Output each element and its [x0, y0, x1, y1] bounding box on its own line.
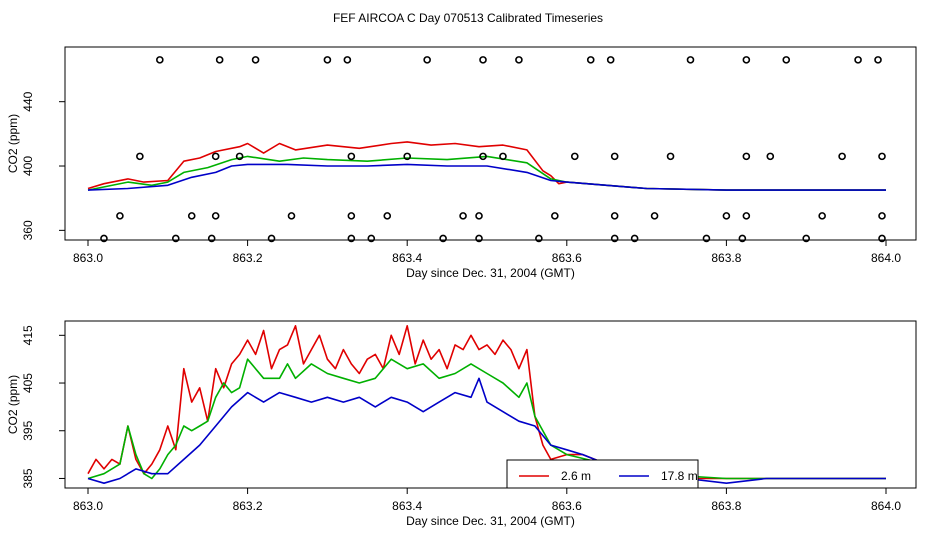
- calibration-point: [235, 152, 244, 161]
- calibration-point: [347, 234, 356, 243]
- x-axis-label: Day since Dec. 31, 2004 (GMT): [406, 266, 575, 280]
- y-tick-label: 405: [21, 373, 35, 393]
- calibration-point: [854, 56, 862, 64]
- calibration-point: [287, 212, 296, 220]
- calibration-point: [722, 212, 731, 220]
- calibration-point: [347, 152, 356, 161]
- y-tick-label: 385: [21, 468, 35, 488]
- calibration-point: [211, 212, 220, 220]
- calibration-point: [606, 56, 615, 64]
- calibration-point: [267, 234, 276, 243]
- calibration-point: [215, 56, 224, 64]
- legend-label: 17.8 m: [661, 469, 698, 483]
- y-axis-label: CO2 (ppm): [6, 114, 20, 173]
- series-line-green: [87, 358, 886, 480]
- x-tick-label: 864.0: [871, 499, 901, 513]
- calibration-point: [100, 234, 108, 243]
- calibration-point: [878, 234, 886, 243]
- calibration-point: [535, 234, 543, 243]
- plot-frame: [64, 46, 917, 241]
- calibration-point: [874, 56, 882, 64]
- calibration-point: [211, 152, 220, 161]
- calibration-point: [136, 152, 144, 161]
- calibration-point: [475, 212, 483, 220]
- calibration-point: [782, 56, 791, 64]
- series-line-red: [87, 141, 886, 191]
- calibration-point: [802, 234, 811, 243]
- series-line-red: [87, 325, 886, 480]
- calibration-point: [742, 56, 751, 64]
- calibration-point: [686, 56, 695, 64]
- calibration-point: [459, 212, 467, 220]
- chart-title: FEF AIRCOA C Day 070513 Calibrated Times…: [333, 11, 603, 25]
- x-tick-label: 863.0: [73, 499, 103, 513]
- calibration-point: [742, 152, 751, 161]
- x-tick-label: 863.6: [552, 499, 582, 513]
- calibration-point: [766, 152, 775, 161]
- calibration-point: [666, 152, 675, 161]
- calibration-point: [323, 56, 332, 64]
- calibration-point: [499, 152, 507, 161]
- calibration-point: [207, 234, 216, 243]
- calibration-point: [251, 56, 260, 64]
- calibration-point: [343, 56, 352, 64]
- calibration-point: [403, 152, 412, 161]
- legend-label: 2.6 m: [561, 469, 591, 483]
- x-tick-label: 863.8: [711, 251, 741, 265]
- y-tick-label: 440: [21, 91, 35, 111]
- calibration-point: [738, 234, 747, 243]
- x-tick-label: 863.4: [392, 499, 422, 513]
- calibration-point: [367, 234, 376, 243]
- calibration-point: [570, 152, 579, 161]
- calibration-point: [630, 234, 639, 243]
- x-tick-label: 863.8: [711, 499, 741, 513]
- calibration-point: [187, 212, 196, 220]
- calibration-point: [702, 234, 711, 243]
- series-line-blue: [87, 163, 886, 191]
- y-tick-label: 415: [21, 325, 35, 345]
- calibration-point: [742, 212, 751, 220]
- calibration-point: [551, 212, 559, 220]
- calibration-point: [586, 56, 595, 64]
- y-tick-label: 395: [21, 420, 35, 440]
- calibration-point: [171, 234, 180, 243]
- plot-frame: [64, 320, 917, 489]
- calibration-point: [347, 212, 356, 220]
- calibration-point: [156, 56, 164, 64]
- calibration-point: [423, 56, 431, 64]
- calibration-point: [878, 152, 886, 161]
- calibration-point: [610, 152, 619, 161]
- x-axis-label: Day since Dec. 31, 2004 (GMT): [406, 514, 575, 528]
- calibration-point: [838, 152, 846, 161]
- legend-box: [506, 459, 699, 489]
- series-line-blue: [87, 377, 886, 484]
- y-tick-label: 400: [21, 156, 35, 176]
- calibration-point: [818, 212, 826, 220]
- y-axis-label: CO2 (ppm): [6, 375, 20, 434]
- x-tick-label: 863.2: [233, 499, 263, 513]
- calibration-point: [515, 56, 523, 64]
- calibration-point: [475, 234, 483, 243]
- x-tick-label: 863.4: [392, 251, 422, 265]
- calibration-point: [878, 212, 886, 220]
- calibration-point: [610, 234, 619, 243]
- calibration-point: [610, 212, 619, 220]
- calibration-point: [650, 212, 659, 220]
- calibration-point: [116, 212, 124, 220]
- calibration-point: [479, 56, 487, 64]
- x-tick-label: 864.0: [871, 251, 901, 265]
- x-tick-label: 863.0: [73, 251, 103, 265]
- y-tick-label: 360: [21, 220, 35, 240]
- x-tick-label: 863.2: [233, 251, 263, 265]
- x-tick-label: 863.6: [552, 251, 582, 265]
- calibration-point: [439, 234, 447, 243]
- calibration-point: [383, 212, 392, 220]
- calibration-point: [479, 152, 487, 161]
